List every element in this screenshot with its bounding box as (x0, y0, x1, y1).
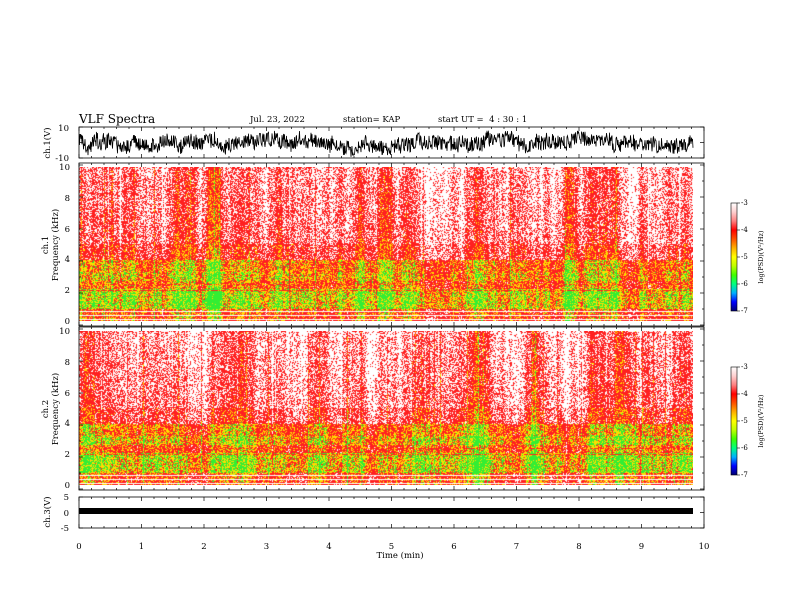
date-label: Jul. 23, 2022 (250, 115, 305, 125)
ch1-spectrogram-image (79, 167, 693, 321)
x-axis-label: Time (min) (376, 550, 423, 561)
colorbar-tick-label: -4 (741, 390, 748, 398)
colorbar-tick-label: -3 (741, 199, 748, 207)
colorbar-tick-label: -7 (741, 307, 748, 315)
ch3-ytick-label: 5 (64, 493, 69, 503)
xtick-label: 1 (139, 542, 144, 552)
colorbar-tick-label: -7 (741, 471, 748, 479)
colorbar-tick-label: -5 (741, 253, 748, 261)
ch1-spec-ytick-label: 6 (65, 225, 70, 235)
ch3-waveform-trace (79, 508, 693, 514)
ch2-spec-ytick-label: 8 (65, 358, 70, 368)
xtick-label: 4 (326, 542, 331, 552)
xtick-label: 5 (389, 542, 394, 552)
colorbar-tick-label: -5 (741, 417, 748, 425)
ch1-colorbar-label: log(PSD)(V²/Hz) (757, 230, 765, 283)
xtick-label: 10 (699, 542, 710, 552)
ch1-spec-ytick-label: 0 (65, 317, 70, 327)
ch1-spec-ylabel-frequency: Frequency (kHz) (50, 209, 61, 281)
ch1-waveform-trace (79, 130, 694, 157)
xtick-label: 0 (76, 542, 81, 552)
xtick-label: 3 (264, 542, 269, 552)
colorbar-tick-label: -6 (741, 444, 748, 452)
ch2-colorbar (730, 366, 738, 476)
colorbar-tick-label: -3 (741, 363, 748, 371)
xtick-label: 9 (639, 542, 644, 552)
ch1-spec-ytick-label: 4 (65, 255, 70, 265)
ch2-spec-ytick-label: 2 (65, 450, 70, 460)
ch1-spec-ytick-label: 8 (65, 194, 70, 204)
ch2-spectrogram-image (79, 331, 693, 485)
ch2-spec-ytick-label: 0 (65, 481, 70, 491)
ch2-spec-ytick-label: 10 (59, 327, 70, 337)
start-time-label: start UT = 4 : 30 : 1 (438, 115, 528, 125)
ch1-spec-ylabel-channel: ch.1 (41, 236, 51, 254)
ch3-ytick-label: 0 (64, 509, 69, 519)
ch2-spec-ylabel-frequency: Frequency (kHz) (50, 373, 61, 445)
ch1-spec-ytick-label: 10 (59, 163, 70, 173)
station-label: station= KAP (343, 115, 401, 125)
ch3-ytick-label: -5 (61, 524, 69, 534)
xtick-label: 6 (451, 542, 456, 552)
axis-ticks (78, 126, 705, 529)
ch2-spec-ylabel-channel: ch.2 (41, 400, 51, 418)
ch2-spec-ytick-label: 6 (65, 389, 70, 399)
xtick-label: 8 (576, 542, 581, 552)
colorbar-tick-label: -6 (741, 280, 748, 288)
ch3-ylabel: ch.3(V) (42, 496, 53, 527)
colorbar-tick-label: -4 (741, 226, 748, 234)
xtick-label: 2 (201, 542, 206, 552)
ch2-spec-ytick-label: 4 (65, 419, 70, 429)
ch1-ytick-label: -10 (55, 154, 69, 164)
xtick-label: 7 (514, 542, 519, 552)
ch2-colorbar-label: log(PSD)(V²/Hz) (757, 394, 765, 447)
ch1-ylabel: ch.1(V) (42, 127, 53, 158)
ch1-spec-ytick-label: 2 (65, 286, 70, 296)
ch1-ytick-label: 10 (58, 124, 69, 134)
ch1-colorbar (730, 202, 738, 312)
chart-title: VLF Spectra (79, 112, 156, 126)
